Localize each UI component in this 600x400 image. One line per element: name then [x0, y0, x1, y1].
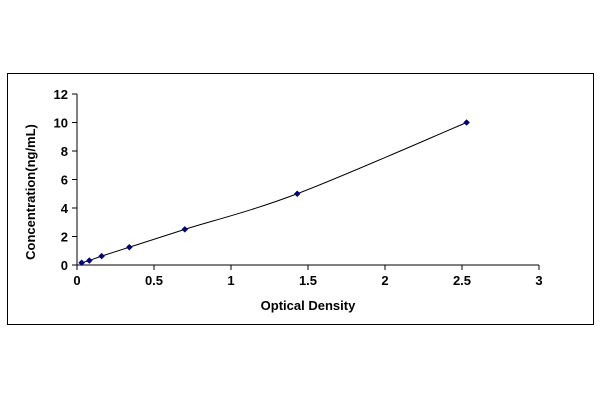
points-layer	[78, 119, 470, 267]
y-tick-label: 8	[61, 144, 68, 159]
data-point	[181, 226, 189, 233]
x-axis-title: Optical Density	[261, 298, 356, 313]
y-tick-label: 12	[54, 87, 68, 102]
ticks-layer: 0 2 4 6 8 10 12 0 0.5 1 1.5 2 2.5 3	[54, 87, 543, 288]
fit-curve	[81, 122, 467, 264]
data-point	[85, 257, 93, 264]
y-tick-label: 10	[54, 116, 68, 131]
x-tick-label: 1.5	[299, 273, 317, 288]
y-tick-label: 0	[61, 258, 68, 273]
standard-curve-chart: 0 2 4 6 8 10 12 0 0.5 1 1.5 2 2.5 3 Optical Density C…	[23, 87, 543, 313]
y-tick-label: 2	[61, 230, 68, 245]
y-tick-label: 6	[61, 173, 68, 188]
y-tick-label: 4	[61, 201, 69, 216]
axes-layer	[76, 94, 539, 266]
data-point	[126, 243, 133, 251]
x-tick-label: 3	[535, 273, 542, 288]
x-tick-label: 2	[381, 273, 388, 288]
x-tick-label: 2.5	[453, 273, 471, 288]
curve-layer	[81, 122, 467, 264]
data-point	[78, 259, 85, 267]
y-axis-title: Concentration(ng/mL)	[23, 124, 38, 260]
data-point	[98, 252, 105, 260]
x-tick-label: 0.5	[145, 273, 163, 288]
data-point	[463, 119, 470, 126]
data-point	[293, 190, 301, 198]
x-tick-label: 0	[73, 273, 80, 288]
x-tick-label: 1	[227, 273, 234, 288]
chart-frame: 0 2 4 6 8 10 12 0 0.5 1 1.5 2 2.5 3 Optical Density C…	[7, 73, 594, 325]
